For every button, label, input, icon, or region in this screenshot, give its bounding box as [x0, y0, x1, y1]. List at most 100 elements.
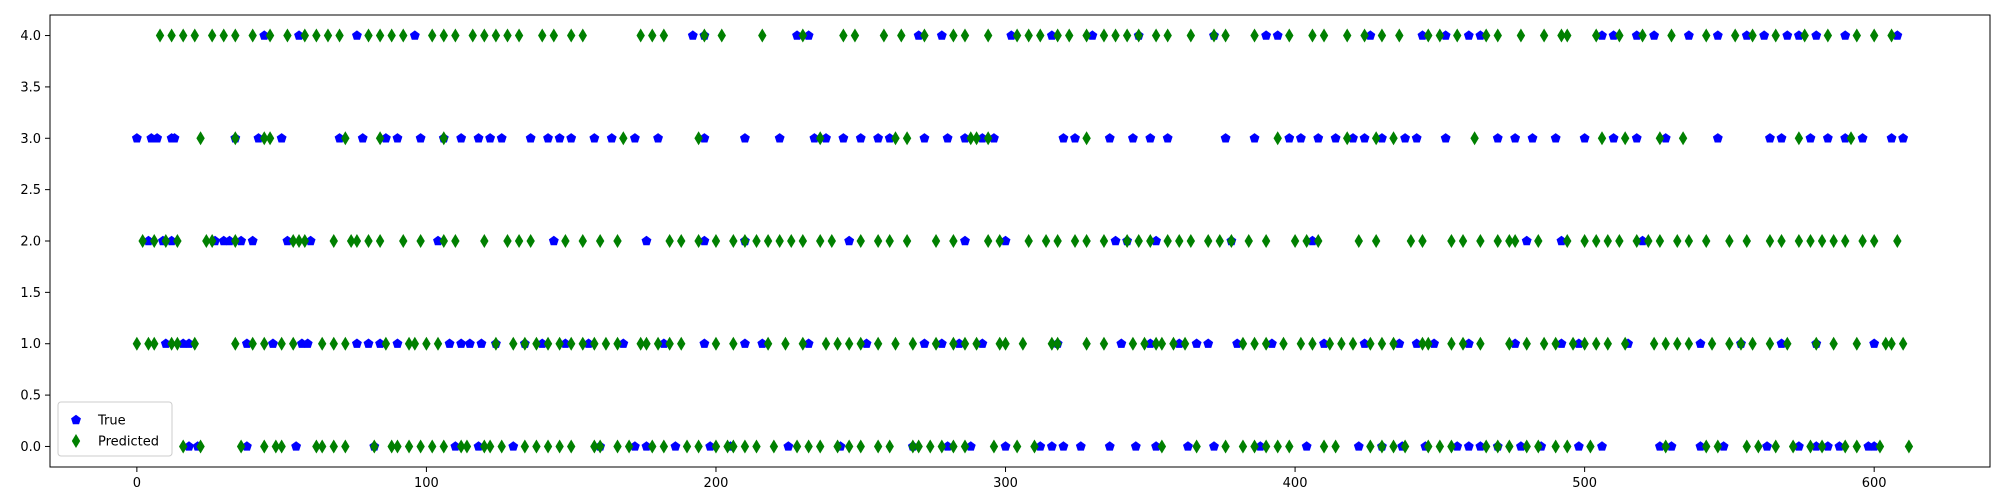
predicted-point: [1418, 234, 1427, 248]
true-point: [1695, 441, 1706, 451]
true-point: [259, 30, 270, 40]
predicted-point: [1209, 28, 1219, 43]
predicted-point: [1134, 28, 1143, 43]
true-point: [1295, 133, 1306, 143]
true-point: [241, 338, 252, 348]
predicted-point: [931, 336, 941, 351]
predicted-point: [561, 234, 570, 248]
predicted-point: [1163, 234, 1172, 248]
true-point: [1365, 30, 1376, 40]
predicted-point: [196, 131, 205, 146]
predicted-point: [1841, 439, 1850, 454]
true-point: [351, 30, 362, 40]
predicted-point: [769, 439, 779, 454]
y-tick-label: 0.0: [20, 440, 41, 455]
predicted-point: [949, 234, 958, 248]
true-point: [1182, 441, 1193, 451]
predicted-point: [1817, 439, 1827, 454]
predicted-point: [231, 336, 240, 351]
predicted-point: [1146, 234, 1155, 248]
predicted-point: [1592, 28, 1601, 43]
predicted-point: [1522, 336, 1531, 351]
predicted-point: [503, 234, 512, 248]
predicted-point: [729, 234, 738, 248]
predicted-point: [456, 439, 466, 454]
predicted-point: [381, 336, 391, 351]
predicted-point: [480, 439, 489, 454]
predicted-point: [1082, 131, 1091, 146]
true-point: [1249, 133, 1260, 143]
predicted-point: [167, 336, 176, 351]
predicted-point: [792, 439, 802, 454]
predicted-point: [1620, 131, 1630, 146]
true-point: [1741, 30, 1752, 40]
predicted-point: [1424, 439, 1433, 454]
predicted-point: [972, 336, 981, 351]
predicted-point: [1702, 234, 1711, 248]
predicted-point: [1765, 234, 1775, 248]
true-point: [1151, 441, 1162, 451]
true-point: [1203, 338, 1214, 348]
true-point: [1898, 133, 1909, 143]
predicted-point: [1308, 336, 1317, 351]
true-point: [1822, 133, 1833, 143]
predicted-point: [433, 336, 443, 351]
true-point: [838, 133, 849, 143]
predicted-point: [1453, 28, 1462, 43]
predicted-point: [816, 234, 825, 248]
predicted-point: [972, 131, 981, 146]
predicted-point: [1308, 28, 1317, 43]
predicted-point: [798, 234, 808, 248]
true-point: [1527, 133, 1538, 143]
true-point: [844, 235, 855, 246]
predicted-point: [613, 439, 622, 454]
predicted-point: [1053, 28, 1062, 43]
true-point: [658, 338, 669, 348]
predicted-point: [891, 336, 900, 351]
predicted-point: [346, 234, 356, 248]
predicted-point: [248, 336, 257, 351]
predicted-point: [1221, 28, 1230, 43]
predicted-point: [1082, 234, 1091, 248]
x-tick-label: 200: [704, 476, 729, 491]
true-point: [1637, 235, 1648, 246]
predicted-point: [1806, 439, 1815, 454]
predicted-point: [1296, 336, 1306, 351]
predicted-point: [908, 439, 918, 454]
predicted-point: [601, 336, 611, 351]
predicted-point: [439, 234, 448, 248]
predicted-point: [856, 234, 865, 248]
true-point: [392, 338, 403, 348]
predicted-point: [1505, 336, 1514, 351]
true-point: [351, 338, 362, 348]
y-tick-label: 0.5: [20, 389, 41, 404]
predicted-point: [1702, 28, 1711, 43]
true-point: [1811, 30, 1822, 40]
true-point: [1104, 133, 1115, 143]
predicted-point: [236, 439, 246, 454]
true-point: [1556, 235, 1567, 246]
predicted-point: [1476, 234, 1485, 248]
true-point: [1301, 441, 1312, 451]
predicted-point: [694, 439, 703, 454]
predicted-point: [1377, 28, 1387, 43]
predicted-point: [173, 234, 182, 248]
predicted-point: [364, 234, 373, 248]
true-point: [641, 441, 652, 451]
true-point: [1712, 133, 1723, 143]
predicted-point: [323, 28, 333, 43]
predicted-point: [1586, 439, 1595, 454]
predicted-point: [283, 28, 292, 43]
true-point: [1521, 235, 1532, 246]
predicted-point: [1568, 336, 1578, 351]
predicted-point: [1644, 234, 1653, 248]
predicted-point: [1418, 336, 1427, 351]
true-point: [566, 133, 577, 143]
predicted-point: [428, 439, 437, 454]
predicted-point: [480, 28, 489, 43]
predicted-point: [1099, 28, 1109, 43]
predicted-point: [1534, 439, 1543, 454]
predicted-point: [300, 234, 310, 248]
predicted-point: [1505, 439, 1514, 454]
predicted-point: [329, 439, 338, 454]
